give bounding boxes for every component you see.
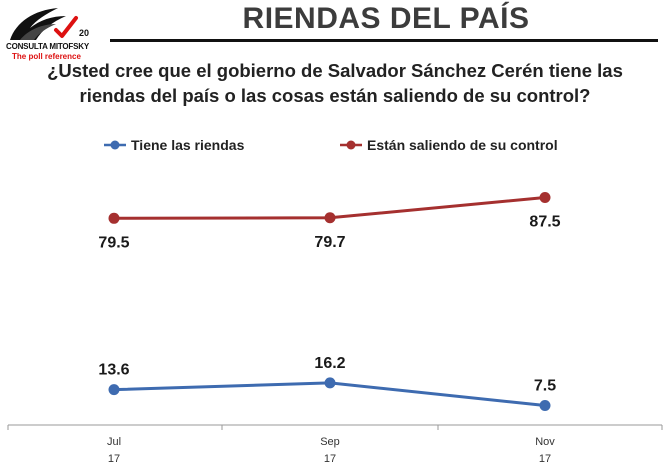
logo-mark-icon <box>10 8 78 40</box>
data-point-s2-2 <box>324 212 336 224</box>
logo-anniversary: 20 <box>79 28 90 38</box>
x-tick-label-1-month: Jul <box>107 436 121 448</box>
x-tick-label-2-year: 17 <box>324 453 336 465</box>
title-divider <box>110 39 658 42</box>
data-point-s2-3 <box>539 192 551 203</box>
data-point-s1-1 <box>108 384 120 396</box>
page-title: RIENDAS DEL PAÍS <box>242 2 530 35</box>
legend-marker-2 <box>346 140 356 150</box>
legend-label-1: Tiene las riendas <box>131 137 245 153</box>
data-label-s1-1: 13.6 <box>98 362 129 379</box>
data-point-s1-3 <box>539 400 551 411</box>
data-point-s2-1 <box>108 212 120 224</box>
company-logo: 20 CONSULTA MITOFSKY The poll reference <box>6 4 98 64</box>
data-point-s1-2 <box>324 377 336 389</box>
data-label-s2-2: 79.7 <box>314 234 345 251</box>
x-tick-label-1-year: 17 <box>108 453 120 465</box>
x-tick-label-3-year: 17 <box>539 453 551 465</box>
data-label-s2-1: 79.5 <box>98 234 129 251</box>
logo-tagline: The poll reference <box>12 52 81 61</box>
legend-marker-1 <box>110 140 120 150</box>
data-label-s2-3: 87.5 <box>529 214 560 231</box>
legend-label-2: Están saliendo de su control <box>367 137 558 153</box>
logo-brand-name: CONSULTA MITOFSKY <box>6 42 89 51</box>
data-label-s1-3: 7.5 <box>534 378 556 395</box>
survey-question: ¿Usted cree que el gobierno de Salvador … <box>47 60 623 106</box>
data-label-s1-2: 16.2 <box>314 355 345 372</box>
x-tick-label-2-month: Sep <box>320 436 340 448</box>
x-tick-label-3-month: Nov <box>535 436 555 448</box>
